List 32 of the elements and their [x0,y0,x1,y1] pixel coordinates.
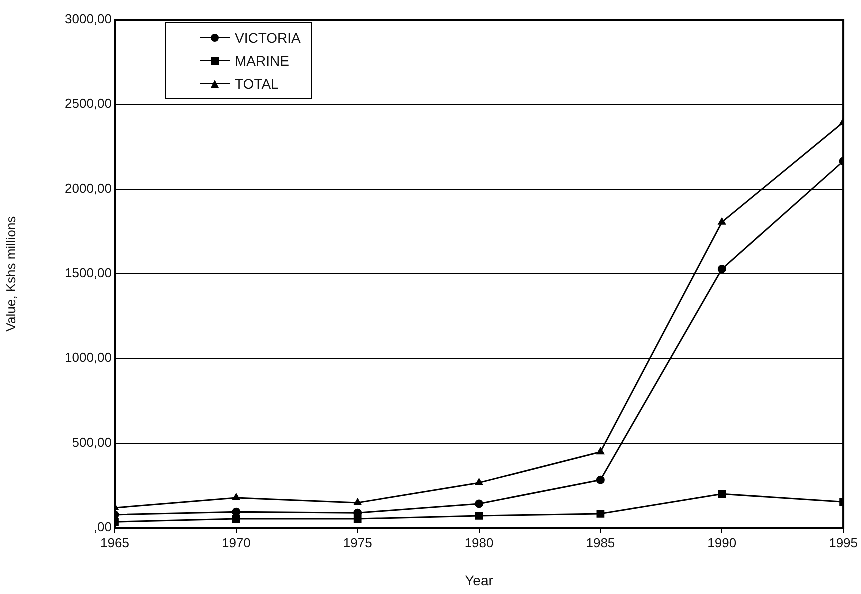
x-tick-label: 1990 [708,535,737,550]
point [475,478,484,486]
point [596,448,604,455]
y-tick-label: 500,00 [72,434,112,450]
point [232,508,241,516]
x-tick-label: 1970 [222,535,251,550]
point [718,218,726,225]
y-tick-label: 3000,00 [65,12,112,27]
x-tick-label: 1965 [100,535,130,550]
x-tick-label: 1975 [343,535,372,550]
y-tick-label: 2000,00 [65,180,112,196]
x-tick-label: 1980 [464,535,494,550]
x-axis-title: Year [465,572,494,588]
y-tick-label: 1000,00 [65,350,112,366]
y-tick-label: 1500,00 [65,266,112,281]
legend-label: MARINE [235,52,290,68]
point [718,490,726,498]
legend-label: TOTAL [235,76,279,92]
point [596,510,605,518]
point [232,494,240,501]
point [232,515,240,523]
point [475,500,484,508]
x-tick-label: 1995 [829,535,858,550]
point [354,498,362,506]
legend-label: VICTORIA [235,30,301,46]
y-tick-label: ,00 [94,520,112,535]
x-tick-label: 1985 [586,535,616,550]
point [596,476,605,484]
y-tick-label: 2500,00 [65,96,112,112]
y-axis-title: Value, Kshs millions [3,216,18,332]
point [475,512,484,520]
point [718,265,726,274]
